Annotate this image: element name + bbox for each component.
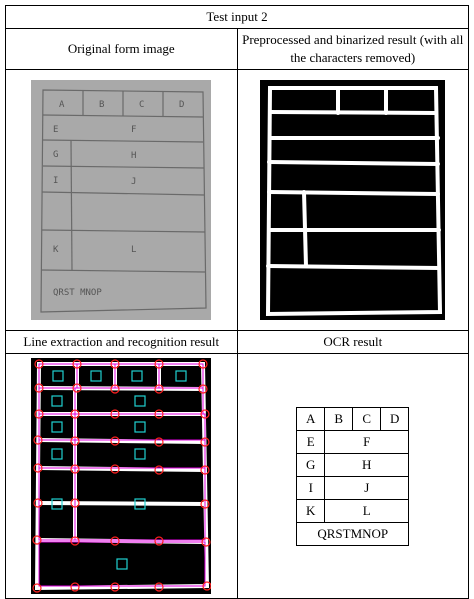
form-label-k: K	[53, 245, 59, 255]
ocr-cell-i: I	[296, 475, 326, 500]
results-table: Test input 2 Original form image Preproc…	[5, 5, 469, 599]
title: Test input 2	[206, 9, 268, 24]
ocr-cell-d: D	[380, 406, 410, 431]
preprocessed-image-cell	[236, 69, 469, 331]
form-label-i: I	[53, 176, 58, 186]
ocr-cell-g: G	[296, 452, 326, 477]
ocr-cell-k: K	[296, 498, 326, 523]
form-label-j: J	[131, 177, 136, 187]
ocr-cell-e: E	[296, 429, 326, 454]
form-label-g: G	[53, 150, 58, 160]
ocr-cell-b: B	[324, 406, 354, 431]
line-extraction-cell	[5, 353, 238, 599]
form-label-c: C	[139, 100, 144, 110]
ocr-cell-qrstmnop: QRSTMNOP	[296, 521, 410, 546]
form-label-f: F	[131, 125, 136, 135]
ocr-result-table: A B C D E F G H I J K	[296, 406, 410, 546]
header-line-extraction: Line extraction and recognition result	[5, 330, 238, 354]
header-ocr: OCR result	[236, 330, 469, 354]
ocr-cell-a: A	[296, 406, 326, 431]
title-cell: Test input 2	[5, 5, 469, 29]
form-label-a: A	[59, 100, 65, 110]
form-label-e: E	[53, 125, 58, 135]
header-original: Original form image	[5, 28, 238, 70]
figure-frame: Test input 2 Original form image Preproc…	[5, 5, 469, 599]
form-label-b: B	[99, 100, 104, 110]
ocr-cell-j: J	[324, 475, 410, 500]
original-form-photo: A B C D E F G H I J K L QRST MNOP	[31, 80, 212, 320]
form-label-qrst: QRST MNOP	[53, 288, 102, 298]
ocr-cell-h: H	[324, 452, 410, 477]
ocr-cell-f: F	[324, 429, 410, 454]
binarized-form-image	[260, 80, 446, 320]
ocr-cell-l: L	[324, 498, 410, 523]
form-label-d: D	[179, 100, 184, 110]
form-label-l: L	[131, 245, 136, 255]
ocr-result-cell: A B C D E F G H I J K	[236, 353, 469, 599]
header-preprocessed: Preprocessed and binarized result (with …	[236, 28, 469, 70]
form-label-h: H	[131, 151, 136, 161]
ocr-cell-c: C	[352, 406, 382, 431]
original-image-cell: A B C D E F G H I J K L QRST MNOP	[5, 69, 238, 331]
line-detection-image	[31, 358, 212, 594]
